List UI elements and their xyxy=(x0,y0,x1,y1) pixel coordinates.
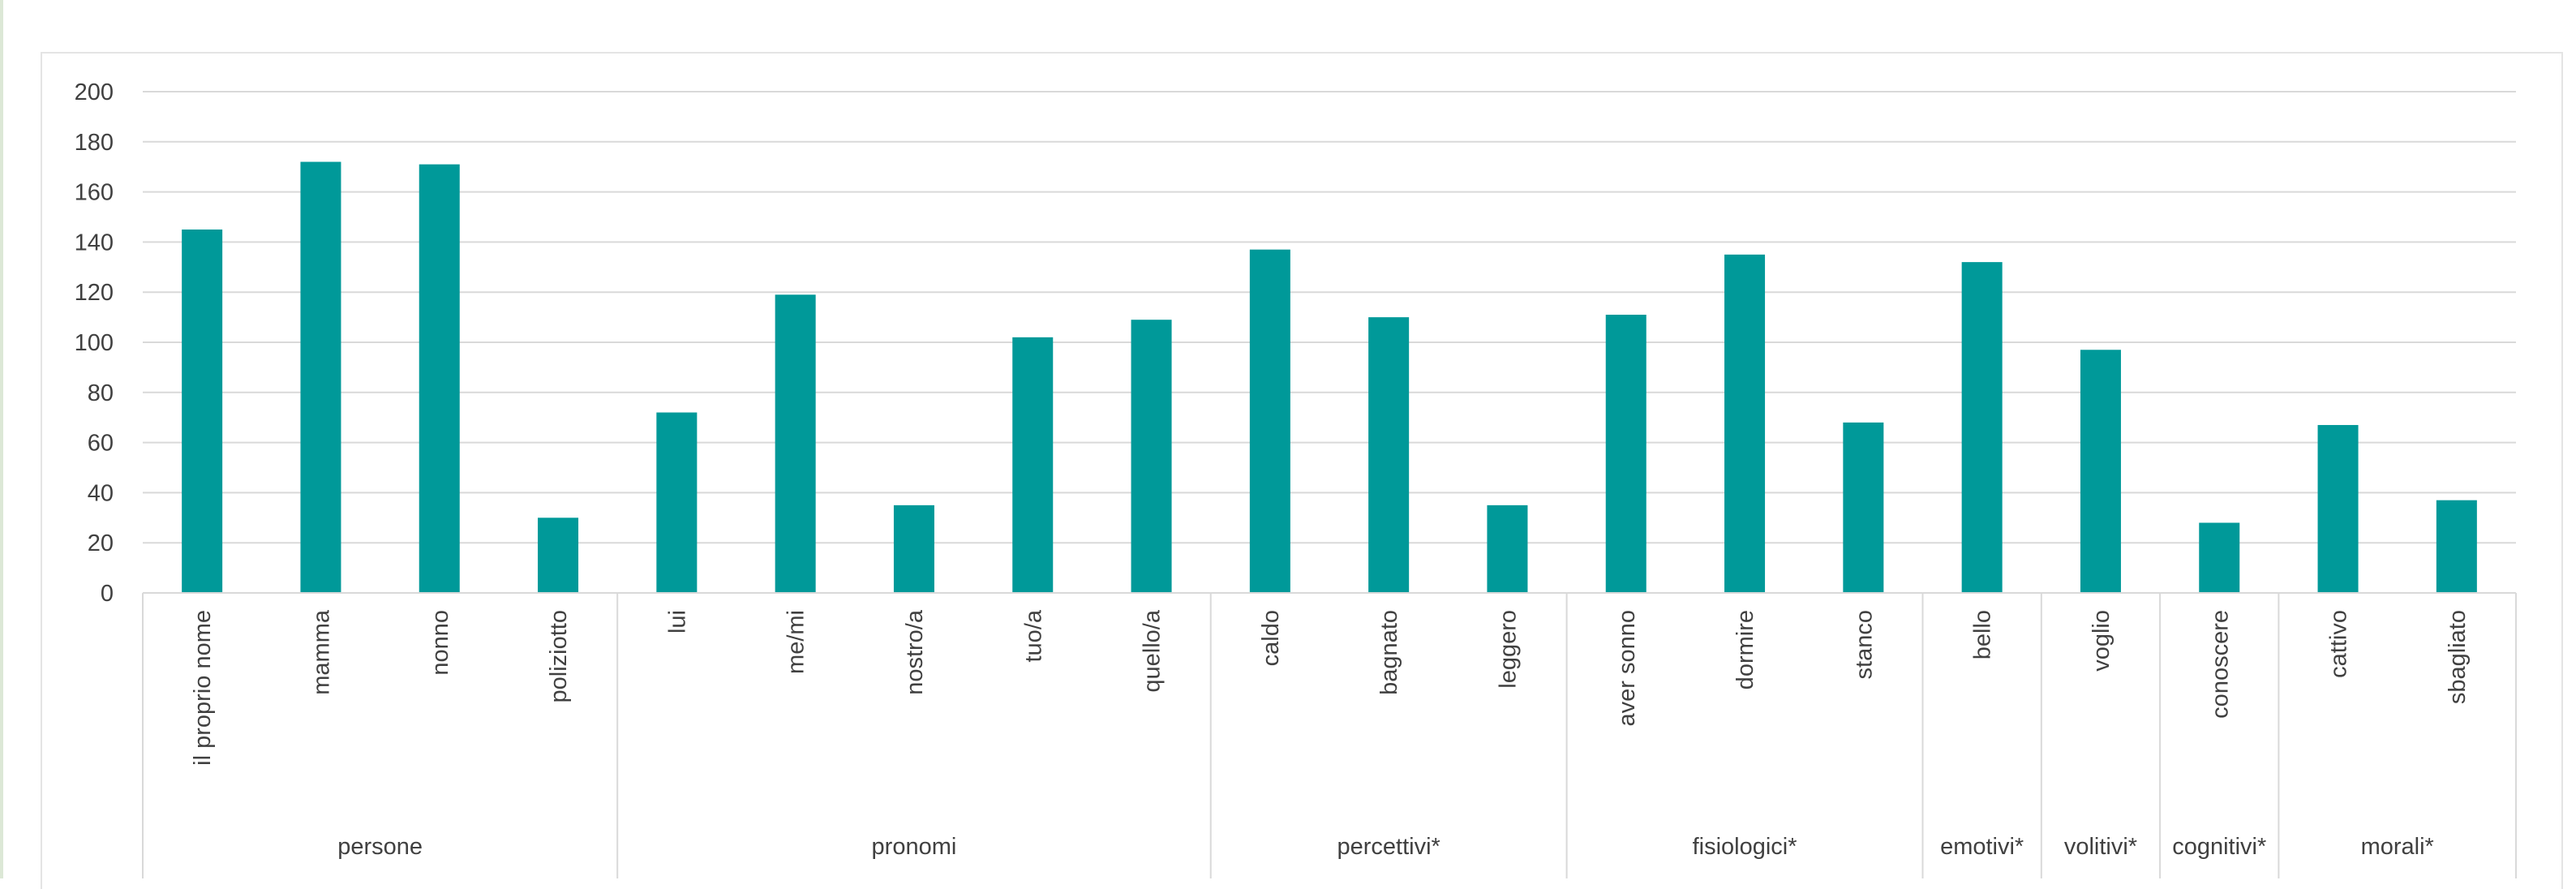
category-label: leggero xyxy=(1495,610,1521,689)
group-labels: persone pronomi percettivi* fisiologici* emo… xyxy=(142,593,2517,878)
bar xyxy=(2199,522,2240,593)
bar xyxy=(1961,262,2003,593)
bar xyxy=(893,505,934,593)
category-label: lui xyxy=(664,610,690,633)
category-label: nonno xyxy=(427,610,453,676)
bar xyxy=(2436,500,2477,593)
y-tick-label: 120 xyxy=(75,280,114,306)
category-label: bello xyxy=(1970,610,1996,659)
bar xyxy=(1368,317,1410,593)
bar xyxy=(1012,337,1054,593)
category-label: nostro/a xyxy=(902,609,928,695)
bar xyxy=(300,161,341,593)
group-label: emotivi* xyxy=(1940,834,2024,860)
bar xyxy=(1605,315,1646,593)
group-label: volitivi* xyxy=(2064,834,2137,860)
category-label: me/mi xyxy=(784,610,809,674)
y-tick-label: 20 xyxy=(88,530,114,556)
bar xyxy=(775,294,816,593)
y-tick-label: 140 xyxy=(75,230,114,256)
group-label: percettivi* xyxy=(1337,834,1440,860)
bar xyxy=(2317,424,2359,593)
bar xyxy=(419,164,460,594)
category-label: tuo/a xyxy=(1020,609,1046,662)
y-tick-label: 160 xyxy=(75,180,114,206)
group-label: fisiologici* xyxy=(1693,834,1797,860)
category-label: voglio xyxy=(2089,610,2114,672)
category-label: sbagliato xyxy=(2445,610,2471,704)
bars xyxy=(182,161,2477,594)
category-labels: il proprio nome mamma nonno poliziotto lui me… xyxy=(190,609,2471,766)
category-label: dormire xyxy=(1732,610,1758,689)
group-label: morali* xyxy=(2361,834,2434,860)
y-tick-label: 180 xyxy=(75,130,114,156)
category-label: poliziotto xyxy=(546,610,572,702)
bar xyxy=(1843,422,1884,593)
bar xyxy=(1487,505,1528,593)
category-label: aver sonno xyxy=(1614,610,1640,727)
bar xyxy=(182,229,223,593)
group-label: pronomi xyxy=(872,834,957,860)
bar xyxy=(1724,254,1766,593)
category-label: il proprio nome xyxy=(190,610,216,766)
category-label: cattivo xyxy=(2326,610,2352,678)
category-label: quello/a xyxy=(1140,609,1166,692)
bar xyxy=(1131,320,1172,593)
y-axis-ticks: 0 20 40 60 80 100 120 140 160 180 200 xyxy=(75,79,114,607)
bar xyxy=(656,412,698,593)
group-label: persone xyxy=(337,834,423,860)
category-label: bagnato xyxy=(1376,610,1402,695)
y-tick-label: 60 xyxy=(88,431,114,457)
bar xyxy=(2080,350,2121,593)
y-tick-label: 200 xyxy=(75,79,114,105)
y-tick-label: 80 xyxy=(88,380,114,406)
y-tick-label: 40 xyxy=(88,480,114,506)
bar xyxy=(538,518,579,593)
category-label: conoscere xyxy=(2207,610,2233,719)
group-label: cognitivi* xyxy=(2172,834,2266,860)
y-tick-label: 0 xyxy=(101,581,114,607)
category-label: stanco xyxy=(1851,610,1877,679)
category-label: caldo xyxy=(1258,610,1284,666)
category-label: mamma xyxy=(308,609,334,695)
y-tick-label: 100 xyxy=(75,330,114,356)
bar xyxy=(1249,249,1290,593)
gridlines xyxy=(143,91,2516,544)
